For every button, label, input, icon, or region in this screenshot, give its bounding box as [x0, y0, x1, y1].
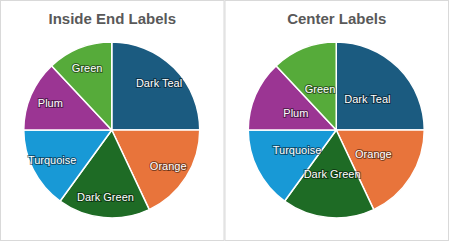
slice-label: Dark Green: [304, 168, 361, 180]
panel-frame: [225, 1, 449, 241]
pie-slice: [52, 42, 112, 130]
slice-label: Dark Teal: [136, 77, 182, 89]
pie-slice: [276, 42, 336, 130]
chart-title: Inside End Labels: [48, 10, 176, 27]
slice-label: Turquoise: [273, 144, 322, 156]
slice-label: Green: [72, 62, 103, 74]
slice-label: Orange: [355, 148, 392, 160]
slices: [248, 42, 424, 218]
labels: Dark Teal Orange Dark Green Turquoise Plum Gr…: [28, 62, 187, 203]
chart-root: Inside End Labels Dark Teal Orange Dark Gre…: [0, 0, 449, 241]
labels: Dark Teal Orange Dark Green Turquoise Plum Gr…: [273, 83, 392, 180]
panel-frame: [1, 1, 225, 241]
chart-panel: Inside End Labels Dark Teal Orange Dark Gre…: [1, 1, 225, 241]
slice-label: Dark Green: [77, 191, 134, 203]
slice-label: Turquoise: [28, 154, 77, 166]
slice-label: Plum: [38, 97, 63, 109]
pie-slice: [248, 130, 336, 201]
slice-label: Orange: [150, 160, 187, 172]
pie-slice: [112, 42, 200, 130]
slice-label: Green: [305, 83, 336, 95]
slice-label: Dark Teal: [344, 93, 390, 105]
chart-panel: Center Labels Dark Teal Orange Dark Green Tu…: [225, 1, 449, 241]
chart-title: Center Labels: [287, 10, 386, 27]
slice-label: Plum: [283, 107, 308, 119]
pie-slice: [336, 42, 424, 130]
slices: [24, 42, 200, 218]
